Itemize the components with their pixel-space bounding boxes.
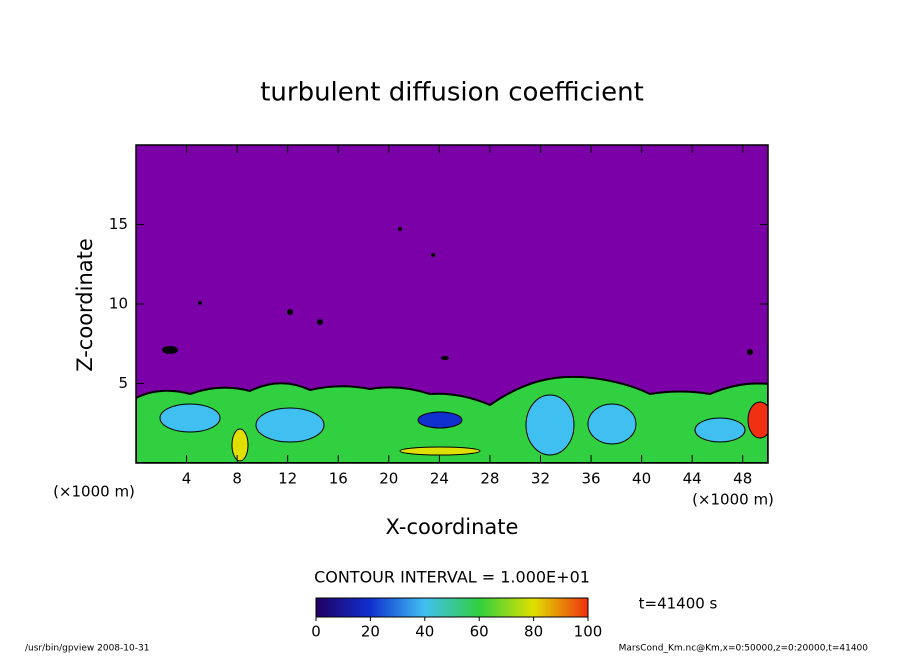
x-axis-label: X-coordinate: [386, 515, 519, 539]
x-tick-label: 8: [232, 470, 242, 488]
x-unit: (×1000 m): [53, 483, 135, 501]
contour-interval: CONTOUR INTERVAL = 1.000E+01: [314, 568, 590, 587]
x-tick-label: 20: [379, 470, 398, 488]
x-tick-label: 32: [531, 470, 550, 488]
y-axis-label: Z-coordinate: [73, 238, 97, 372]
x-tick-label: 24: [430, 470, 449, 488]
x-tick-label: 36: [581, 470, 600, 488]
x-tick-label: 48: [733, 470, 752, 488]
y-tick-label: 5: [118, 374, 128, 392]
y-tick-label: 10: [109, 295, 128, 313]
footer-left: /usr/bin/gpview 2008-10-31: [25, 644, 149, 654]
colorbar-tick-label: 40: [415, 623, 434, 641]
x-tick-label: 16: [329, 470, 348, 488]
colorbar: [315, 597, 589, 618]
colorbar-tick-label: 0: [311, 623, 321, 641]
y-tick-label: 15: [109, 215, 128, 233]
colorbar-tick-label: 100: [574, 623, 603, 641]
x-tick-label: 4: [182, 470, 192, 488]
x-tick-label: 40: [632, 470, 651, 488]
x-tick-label: 28: [480, 470, 499, 488]
field: [136, 227, 768, 463]
colorbar-tick-label: 60: [470, 623, 489, 641]
x-tick-label: 44: [683, 470, 702, 488]
colorbar-tick-label: 80: [524, 623, 543, 641]
x-unit: (×1000 m): [692, 491, 774, 509]
chart-title: turbulent diffusion coefficient: [260, 78, 644, 108]
footer-right: MarsCond_Km.nc@Km,x=0:50000,z=0:20000,t=…: [619, 644, 869, 654]
x-tick-label: 12: [278, 470, 297, 488]
colorbar-tick-label: 20: [361, 623, 380, 641]
time-note: t=41400 s: [639, 595, 718, 613]
